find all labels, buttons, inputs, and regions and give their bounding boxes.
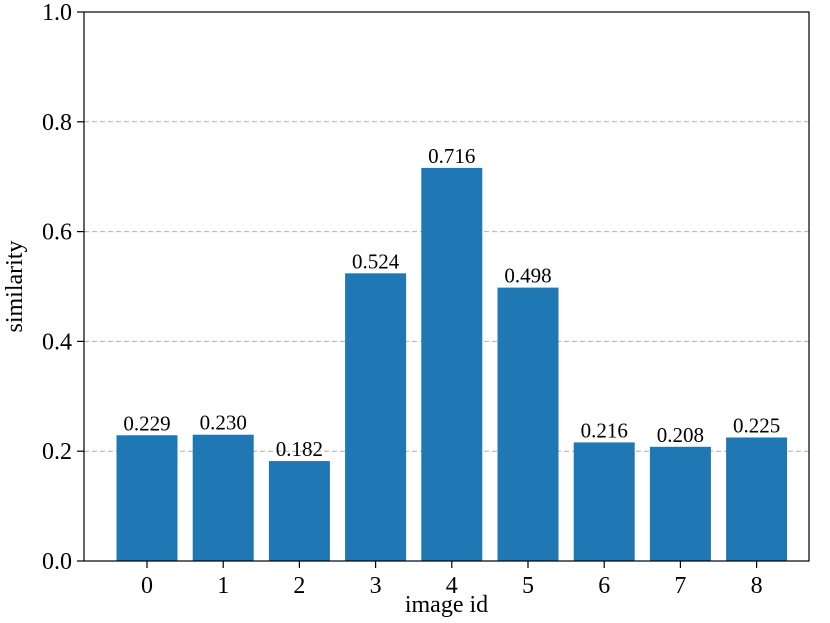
bar-2 bbox=[268, 461, 330, 561]
bar-7 bbox=[649, 446, 711, 561]
bars bbox=[116, 167, 788, 561]
y-tick-label-2: 0.4 bbox=[42, 329, 72, 355]
data-label-8: 0.225 bbox=[733, 413, 780, 437]
x-tick-label-7: 7 bbox=[674, 573, 686, 599]
data-label-6: 0.216 bbox=[581, 418, 628, 442]
x-axis-ticks: 0 1 2 3 4 5 6 7 8 bbox=[141, 561, 763, 599]
x-tick-label-8: 8 bbox=[751, 573, 763, 599]
bar-5 bbox=[497, 287, 559, 561]
y-axis-label: similarity bbox=[2, 241, 28, 333]
data-label-2: 0.182 bbox=[276, 437, 323, 461]
x-tick-label-6: 6 bbox=[598, 573, 610, 599]
plot-frame bbox=[83, 11, 810, 562]
y-axis-ticks: 0.0 0.2 0.4 0.6 0.8 1.0 bbox=[42, 0, 84, 575]
y-tick-label-1: 0.2 bbox=[42, 439, 72, 465]
x-tick-label-4: 4 bbox=[446, 573, 458, 599]
y-tick-label-3: 0.6 bbox=[42, 220, 72, 246]
bar-0 bbox=[116, 435, 178, 561]
x-tick-label-2: 2 bbox=[293, 573, 305, 599]
x-tick-label-0: 0 bbox=[141, 573, 153, 599]
data-label-3: 0.524 bbox=[352, 249, 400, 273]
data-label-5: 0.498 bbox=[504, 264, 551, 288]
y-tick-label-4: 0.8 bbox=[42, 110, 72, 136]
data-label-0: 0.229 bbox=[123, 411, 170, 435]
data-labels: 0.229 0.230 0.182 0.524 0.716 0.498 0.216 0.208… bbox=[123, 144, 780, 461]
bar-1 bbox=[192, 434, 254, 561]
bar-4 bbox=[421, 167, 483, 561]
y-tick-label-5: 1.0 bbox=[42, 0, 72, 26]
x-tick-label-1: 1 bbox=[217, 573, 229, 599]
data-label-4: 0.716 bbox=[428, 144, 475, 168]
x-tick-label-3: 3 bbox=[370, 573, 382, 599]
data-label-7: 0.208 bbox=[657, 423, 704, 447]
bar-3 bbox=[345, 273, 407, 561]
bar-8 bbox=[726, 437, 788, 561]
data-label-1: 0.230 bbox=[200, 411, 247, 435]
y-tick-label-0: 0.0 bbox=[42, 549, 72, 575]
x-tick-label-5: 5 bbox=[522, 573, 534, 599]
bar-6 bbox=[573, 442, 635, 561]
x-axis-label: image id bbox=[405, 592, 488, 618]
